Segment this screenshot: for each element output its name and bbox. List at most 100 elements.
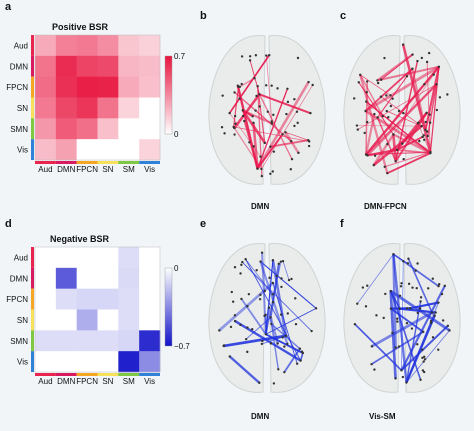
- brain-node: [255, 269, 258, 272]
- heatmap-cell: [118, 139, 140, 161]
- heatmap-cell: [139, 247, 161, 269]
- heatmap-cell: [118, 309, 140, 331]
- heatmap-cell: [55, 139, 77, 161]
- brain-node: [290, 277, 293, 281]
- brain-node: [286, 342, 289, 346]
- brain-node: [296, 56, 300, 60]
- brain-node: [356, 302, 359, 305]
- heatmap-cell: [97, 139, 119, 161]
- brain-node: [259, 293, 262, 297]
- heatmap-cell: [55, 330, 77, 352]
- brain-node: [416, 311, 419, 315]
- brain-node: [221, 94, 224, 97]
- network-edge: [265, 55, 273, 124]
- brain-node: [353, 322, 357, 326]
- network-edge: [261, 252, 267, 335]
- brain-node: [355, 124, 359, 127]
- heatmap-cell: [97, 247, 119, 269]
- brain-node: [269, 316, 272, 319]
- brain-node: [405, 381, 408, 384]
- network-edge: [426, 61, 431, 154]
- network-edge: [405, 315, 436, 383]
- brain-node: [314, 307, 318, 310]
- brain-node: [366, 284, 369, 287]
- row-group-color-bar: [31, 55, 34, 77]
- heatmap-cell: [76, 139, 98, 161]
- brain-e-caption: DMN: [251, 412, 270, 421]
- heatmap-cell: [139, 351, 161, 373]
- brain-node: [268, 53, 271, 57]
- brain-node: [437, 284, 440, 288]
- brain-node: [265, 84, 268, 87]
- brain-node: [311, 83, 314, 87]
- brain-node: [427, 287, 430, 290]
- brain-node: [363, 131, 366, 135]
- brain-node: [405, 307, 409, 310]
- heatmap-cell: [118, 97, 140, 119]
- brain-node: [435, 83, 438, 86]
- heatmap-cell: [118, 288, 140, 310]
- brain-node: [310, 329, 313, 333]
- brain-node: [423, 355, 426, 358]
- network-edge: [245, 259, 273, 295]
- heatmap-cell: [118, 247, 140, 269]
- brain-node: [437, 348, 440, 351]
- network-edge: [234, 320, 302, 362]
- brain-node: [246, 304, 249, 308]
- brain-node: [428, 121, 432, 124]
- heatmap-cell: [76, 118, 98, 140]
- brain-node: [440, 292, 444, 296]
- brain-node: [405, 75, 409, 78]
- brain-node: [361, 286, 365, 289]
- brain-node: [238, 97, 241, 100]
- heatmap-cell: [35, 139, 57, 161]
- brain-node: [407, 282, 411, 286]
- heatmap-cell: [35, 35, 57, 57]
- column-label: FPCN: [76, 377, 98, 386]
- heatmap-cell: [118, 76, 140, 98]
- brain-node: [260, 174, 264, 178]
- brain-node: [437, 301, 440, 304]
- brain-node: [397, 345, 401, 348]
- column-group-color-bar: [35, 373, 56, 376]
- network-edge: [400, 325, 449, 372]
- brain-node: [383, 165, 386, 168]
- network-edge: [240, 298, 267, 335]
- brain-node: [397, 109, 401, 113]
- brain-node: [253, 77, 256, 80]
- heatmap-cell: [97, 76, 119, 98]
- network-edge: [380, 68, 413, 97]
- brain-node: [379, 95, 383, 98]
- brain-node: [243, 119, 246, 123]
- network-edge: [386, 152, 431, 174]
- brain-node: [307, 144, 311, 148]
- brain-node: [233, 266, 237, 269]
- network-edge: [365, 81, 368, 155]
- heatmap-cell: [35, 118, 57, 140]
- brain-node: [419, 378, 422, 381]
- brain-node: [429, 321, 433, 325]
- column-label: Aud: [38, 165, 52, 174]
- network-edge: [233, 86, 240, 127]
- row-label: DMN: [10, 274, 28, 283]
- brain-node: [252, 121, 255, 125]
- network-edge: [259, 93, 311, 115]
- network-edge: [377, 65, 440, 82]
- brain-node: [236, 84, 240, 87]
- brain-node: [428, 113, 431, 116]
- brain-node: [381, 115, 384, 118]
- heatmap-cell: [76, 76, 98, 98]
- brain-node: [432, 73, 435, 76]
- column-label: Vis: [144, 165, 155, 174]
- heatmap-cell: [139, 76, 161, 98]
- brain-node: [223, 132, 226, 135]
- network-edge: [356, 253, 394, 304]
- brain-node: [284, 334, 288, 338]
- brain-node: [402, 112, 405, 115]
- brain-node: [263, 314, 266, 318]
- brain-node: [389, 94, 392, 97]
- brain-node: [284, 131, 287, 134]
- brain-node: [431, 336, 435, 339]
- brain-node: [423, 138, 426, 142]
